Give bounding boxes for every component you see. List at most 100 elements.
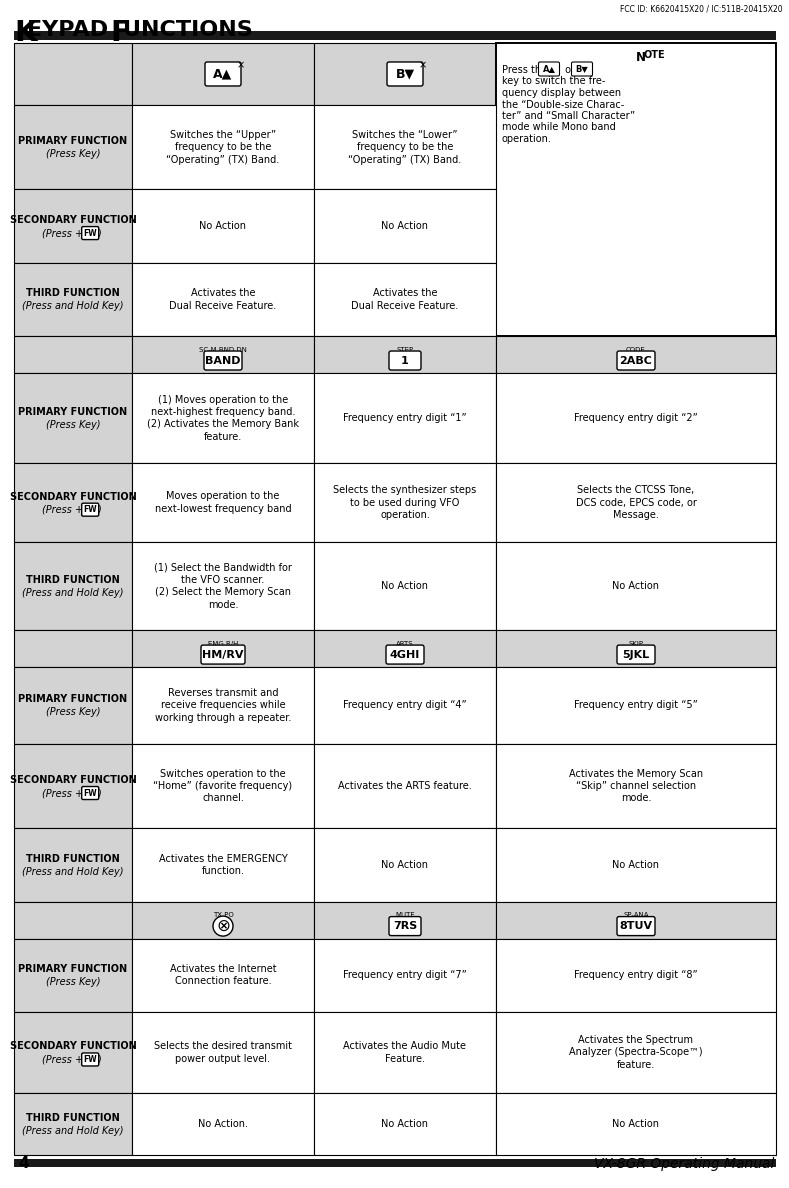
Text: No Action: No Action [382, 581, 428, 592]
Text: SECONDARY FUNCTION: SECONDARY FUNCTION [9, 1042, 136, 1051]
Text: (Press +: (Press + [42, 228, 86, 238]
Bar [14, 463, 132, 542]
Text: THIRD FUNCTION: THIRD FUNCTION [26, 289, 120, 298]
Bar [14, 902, 132, 939]
Bar [132, 189, 314, 263]
Bar [314, 939, 496, 1012]
Text: No Action.: No Action. [198, 1119, 248, 1129]
Bar [132, 105, 314, 189]
Text: Activates the ARTS feature.: Activates the ARTS feature. [338, 781, 472, 791]
Text: 8TUV: 8TUV [619, 921, 653, 931]
Bar [496, 744, 776, 828]
Text: No Action: No Action [200, 221, 246, 232]
Bar [314, 630, 496, 668]
Text: THIRD FUNCTION: THIRD FUNCTION [26, 854, 120, 864]
Bar [14, 744, 132, 828]
Text: SECONDARY FUNCTION: SECONDARY FUNCTION [9, 775, 136, 785]
Text: K: K [14, 19, 36, 48]
Text: Switches the “Lower”
frequency to be the
“Operating” (TX) Band.: Switches the “Lower” frequency to be the… [349, 129, 462, 165]
Text: VX-8GR Operating Manual: VX-8GR Operating Manual [593, 1157, 774, 1171]
Text: EMG R/H: EMG R/H [208, 640, 238, 646]
FancyBboxPatch shape [82, 227, 99, 240]
Text: (Press and Hold Key): (Press and Hold Key) [22, 588, 124, 598]
Text: 5JKL: 5JKL [623, 650, 649, 659]
Text: THIRD FUNCTION: THIRD FUNCTION [26, 575, 120, 584]
Text: PRIMARY FUNCTION: PRIMARY FUNCTION [18, 965, 128, 974]
Bar [132, 902, 314, 939]
Text: Selects the synthesizer steps
to be used during VFO
operation.: Selects the synthesizer steps to be used… [334, 485, 477, 520]
Text: OTE: OTE [644, 51, 666, 61]
Text: No Action: No Action [382, 1119, 428, 1129]
FancyBboxPatch shape [201, 645, 245, 664]
Text: FW: FW [84, 789, 97, 797]
Text: Reverses transmit and
receive frequencies while
working through a repeater.: Reverses transmit and receive frequencie… [155, 688, 291, 722]
Text: (1) Moves operation to the
next-highest frequency band.
(2) Activates the Memory: (1) Moves operation to the next-highest … [147, 394, 299, 442]
Bar [132, 630, 314, 668]
FancyBboxPatch shape [82, 1053, 99, 1066]
FancyBboxPatch shape [389, 917, 421, 936]
Bar [496, 542, 776, 630]
Text: ×: × [419, 59, 427, 70]
Text: No Action: No Action [612, 860, 660, 870]
Text: SP-ANA: SP-ANA [623, 912, 649, 918]
Bar [496, 939, 776, 1012]
Text: ARTS: ARTS [396, 640, 413, 646]
Text: ter” and “Small Character”: ter” and “Small Character” [502, 110, 635, 121]
Bar [14, 668, 132, 744]
Text: F: F [110, 19, 130, 48]
Text: HM/RV: HM/RV [202, 650, 244, 659]
FancyBboxPatch shape [617, 917, 655, 936]
Bar [314, 828, 496, 902]
Text: ): ) [98, 228, 101, 238]
Text: (Press +: (Press + [42, 788, 86, 798]
Text: Activates the Memory Scan
“Skip” channel selection
mode.: Activates the Memory Scan “Skip” channel… [569, 769, 703, 803]
Text: A▲: A▲ [543, 64, 555, 74]
Bar [132, 828, 314, 902]
Text: (Press Key): (Press Key) [46, 978, 100, 987]
Text: (Press Key): (Press Key) [46, 421, 100, 430]
Text: mode while Mono band: mode while Mono band [502, 122, 615, 133]
Text: MUTE: MUTE [395, 912, 415, 918]
Text: ): ) [98, 788, 101, 798]
Bar [496, 828, 776, 902]
Text: FW: FW [84, 505, 97, 514]
Text: No Action: No Action [382, 860, 428, 870]
Bar [132, 336, 314, 373]
Bar [14, 43, 132, 105]
Text: UNCTIONS: UNCTIONS [123, 20, 252, 40]
Text: Press the: Press the [502, 65, 550, 75]
Bar [496, 336, 776, 373]
Text: ): ) [98, 505, 101, 514]
Text: Frequency entry digit “4”: Frequency entry digit “4” [343, 701, 467, 710]
Text: 2ABC: 2ABC [619, 355, 653, 366]
Bar [496, 902, 776, 939]
Text: Frequency entry digit “2”: Frequency entry digit “2” [574, 413, 698, 423]
Bar [314, 263, 496, 336]
Text: N: N [636, 51, 646, 64]
Text: 4GHI: 4GHI [390, 650, 420, 659]
Bar [496, 373, 776, 463]
Text: SC-M BND DN: SC-M BND DN [199, 347, 247, 353]
FancyBboxPatch shape [205, 62, 241, 86]
Bar [314, 463, 496, 542]
Bar [14, 189, 132, 263]
Bar [496, 1012, 776, 1093]
FancyBboxPatch shape [389, 350, 421, 369]
Text: operation.: operation. [502, 134, 552, 144]
Text: A▲: A▲ [213, 68, 233, 81]
Text: Switches operation to the
“Home” (favorite frequency)
channel.: Switches operation to the “Home” (favori… [153, 769, 293, 803]
Bar [496, 1093, 776, 1155]
Text: (Press and Hold Key): (Press and Hold Key) [22, 867, 124, 877]
Bar [132, 43, 314, 105]
Bar [314, 668, 496, 744]
Bar [132, 1012, 314, 1093]
FancyBboxPatch shape [571, 62, 593, 76]
Text: (Press Key): (Press Key) [46, 150, 100, 159]
Text: B▼: B▼ [395, 68, 414, 81]
Text: FCC ID: K6620415X20 / IC:511B-20415X20: FCC ID: K6620415X20 / IC:511B-20415X20 [620, 5, 783, 14]
FancyBboxPatch shape [617, 645, 655, 664]
Text: Frequency entry digit “7”: Frequency entry digit “7” [343, 971, 467, 980]
Text: 7RS: 7RS [393, 921, 417, 931]
Text: FW: FW [84, 228, 97, 238]
Text: Switches the “Upper”
frequency to be the
“Operating” (TX) Band.: Switches the “Upper” frequency to be the… [166, 129, 279, 165]
